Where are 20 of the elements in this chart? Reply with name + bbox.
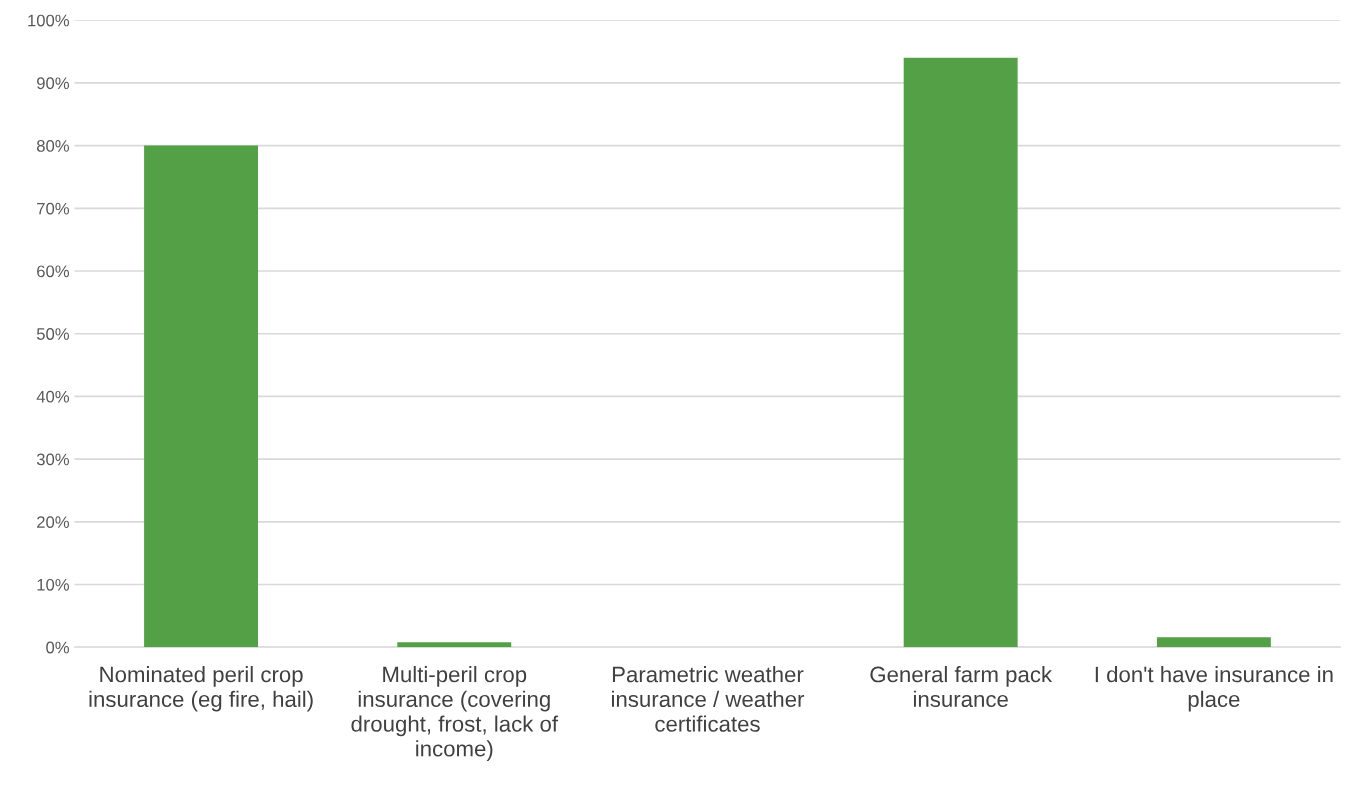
y-tick-label: 90% bbox=[37, 77, 70, 90]
bar bbox=[144, 145, 259, 648]
x-tick-label: Nominated peril crop insurance (eg fire, hail) bbox=[89, 666, 313, 712]
y-tick-label: 60% bbox=[37, 265, 70, 278]
y-tick-label: 50% bbox=[36, 328, 70, 340]
bar bbox=[903, 57, 1018, 648]
bar bbox=[397, 642, 512, 648]
y-tick-label: 20% bbox=[37, 516, 70, 529]
x-tick-label: General farm pack insurance bbox=[870, 666, 1053, 708]
y-tick-label: 40% bbox=[36, 390, 70, 403]
bar bbox=[1156, 637, 1271, 648]
x-tick-label: Multi-peril crop insurance (covering drought, frost, lack of income) bbox=[351, 666, 559, 761]
y-tick-label: 100% bbox=[28, 14, 70, 27]
y-tick-label: 30% bbox=[36, 453, 70, 466]
x-tick-label: Parametric weather insurance / weather certificates bbox=[611, 666, 805, 732]
x-tick-label: I don't have insurance in place bbox=[1095, 666, 1333, 712]
y-tick-label: 80% bbox=[36, 140, 70, 152]
y-tick-label: 0% bbox=[46, 641, 70, 654]
y-tick-label: 70% bbox=[37, 202, 70, 215]
y-tick-label: 10% bbox=[37, 578, 70, 591]
